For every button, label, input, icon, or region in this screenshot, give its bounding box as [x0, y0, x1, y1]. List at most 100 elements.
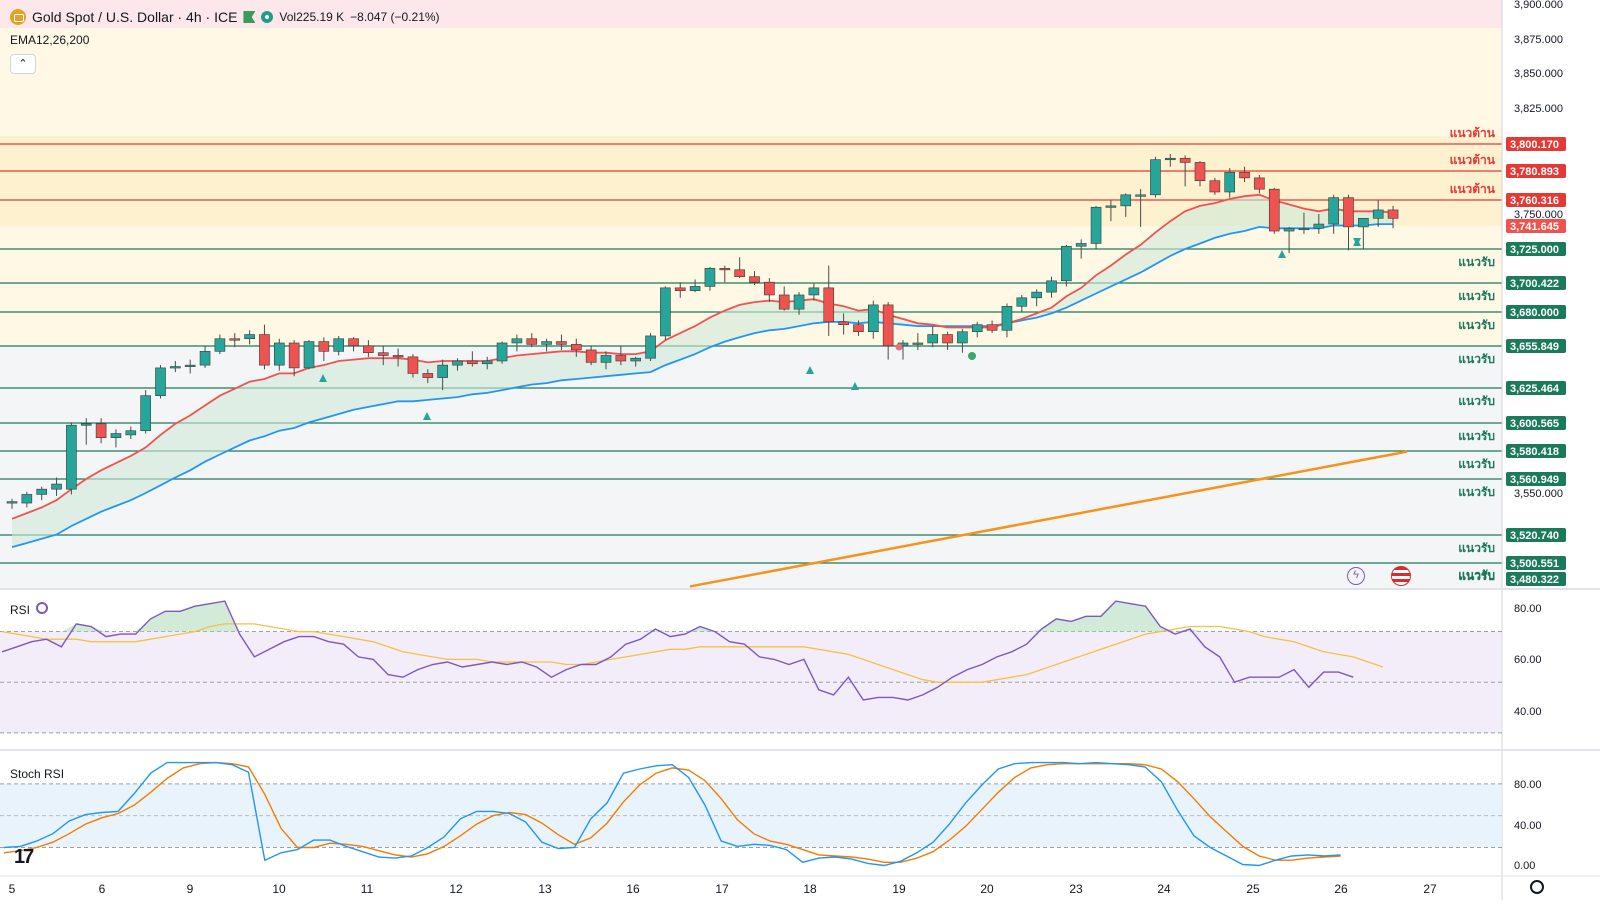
time-tick-label: 17 — [715, 882, 729, 896]
signal-up-triangle — [423, 412, 431, 420]
candle-body — [36, 488, 48, 495]
collapse-legend-button[interactable]: ⌃ — [10, 54, 36, 74]
us-flag-icon[interactable] — [1391, 566, 1411, 586]
rsi-pane-label[interactable]: RSI — [10, 603, 31, 617]
candle-body — [1120, 194, 1132, 207]
rsi-line — [1, 600, 1354, 701]
chart-header: Gold Spot / U.S. Dollar · 4h · ICE Vol 2… — [10, 6, 440, 28]
time-tick-label: 27 — [1423, 882, 1437, 896]
signal-up-triangle — [851, 382, 859, 390]
candle-body — [630, 357, 642, 362]
support-price-tag: 3,500.551 — [1510, 558, 1559, 570]
time-tick-label: 9 — [187, 882, 194, 896]
candle-body — [541, 341, 552, 345]
candle-body — [942, 334, 953, 344]
support-price-tag-bg — [1506, 276, 1566, 290]
support-price-tag-bg — [1506, 339, 1566, 353]
market-status-icon[interactable] — [261, 11, 274, 23]
time-tick-label: 16 — [626, 882, 640, 896]
candle-body — [1209, 180, 1221, 193]
candle-body — [288, 342, 300, 369]
candle-body — [1179, 157, 1191, 163]
settings-gear-icon[interactable] — [1530, 880, 1544, 894]
candle-body — [66, 424, 77, 490]
price-tick-label: 3,850.000 — [1514, 68, 1563, 80]
flash-icon[interactable]: ϟ — [1347, 567, 1365, 585]
support-price-tag-bg — [1506, 416, 1566, 430]
time-tick-label: 20 — [980, 882, 994, 896]
price-tick-label: 3,875.000 — [1514, 34, 1563, 46]
candle-body — [51, 483, 62, 490]
candle-body — [971, 324, 983, 333]
candle-body — [199, 351, 211, 366]
ema-indicator-label[interactable]: EMA12,26,200 — [10, 33, 90, 47]
support-price-tag: 3,655.849 — [1510, 341, 1559, 353]
time-tick-label: 10 — [272, 882, 286, 896]
support-price-tag-bg — [1506, 444, 1566, 458]
support-text: แนวรับ — [1458, 352, 1495, 366]
candle-body — [570, 344, 582, 351]
time-tick-label: 13 — [538, 882, 552, 896]
candle-body — [1224, 171, 1235, 193]
support-price-tag-bg — [1506, 472, 1566, 486]
resistance-text: แนวต้าน — [1450, 126, 1496, 140]
candle-body — [660, 287, 671, 337]
candle-body — [927, 334, 939, 344]
candle-body — [1313, 223, 1325, 229]
support-text: แนวรับ — [1458, 289, 1495, 303]
volume-value: 225.19 K — [296, 10, 345, 24]
gold-symbol-icon[interactable] — [10, 9, 26, 25]
resistance-text: แนวต้าน — [1450, 153, 1496, 167]
time-tick-label: 19 — [892, 882, 906, 896]
support-text: แนวรับ — [1458, 541, 1495, 555]
candle-body — [600, 355, 612, 363]
price-tick-label: 3,750.000 — [1514, 209, 1563, 221]
ema26-line — [11, 223, 1393, 548]
tradingview-logo[interactable]: 17 — [14, 846, 34, 868]
time-tick-label: 12 — [449, 882, 463, 896]
stoch-rsi-pane-label[interactable]: Stoch RSI — [10, 767, 65, 781]
candle-body — [214, 338, 226, 352]
support-text: แนวรับ — [1458, 318, 1495, 332]
candle-body — [734, 269, 745, 277]
candle-body — [764, 281, 775, 296]
symbol-title[interactable]: Gold Spot / U.S. Dollar · 4h · ICE — [32, 9, 238, 25]
candle-body — [1061, 245, 1072, 282]
candle-body — [1090, 206, 1102, 244]
resistance-price-tag-bg — [1506, 137, 1566, 151]
candle-body — [363, 345, 374, 354]
support-price-tag-bg — [1506, 242, 1566, 256]
flag-icon[interactable] — [243, 11, 256, 23]
candle-body — [437, 364, 448, 378]
candle-body — [1254, 177, 1265, 190]
support-price-tag: 3,725.000 — [1510, 244, 1559, 256]
rsi-overbought-fill — [2, 601, 1354, 632]
candle-body — [244, 334, 255, 340]
support-price-tag: 3,480.322 — [1510, 574, 1559, 586]
refresh-icon[interactable] — [36, 602, 48, 614]
candle-body — [318, 341, 330, 352]
candle-body — [467, 360, 478, 365]
time-tick-label: 6 — [99, 882, 106, 896]
candle-body — [1135, 194, 1146, 197]
candle-body — [273, 342, 285, 366]
support-text: แนวรับ — [1458, 429, 1495, 443]
candle-body — [749, 276, 760, 283]
candle-body — [1031, 291, 1042, 299]
candle-body — [556, 341, 567, 345]
time-tick-label: 18 — [803, 882, 817, 896]
stoch-tick-label: 0.00 — [1514, 860, 1535, 872]
candle-body — [95, 423, 107, 438]
candle-body — [823, 287, 835, 323]
candle-body — [333, 338, 345, 352]
candle-body — [585, 349, 597, 363]
time-tick-label: 25 — [1246, 882, 1260, 896]
candle-body — [1298, 227, 1310, 231]
candle-body — [377, 352, 389, 356]
candle-body — [303, 341, 315, 369]
candle-body — [1194, 162, 1206, 182]
candle-body — [452, 360, 463, 366]
candle-body — [645, 335, 656, 359]
candle-body — [704, 268, 716, 287]
